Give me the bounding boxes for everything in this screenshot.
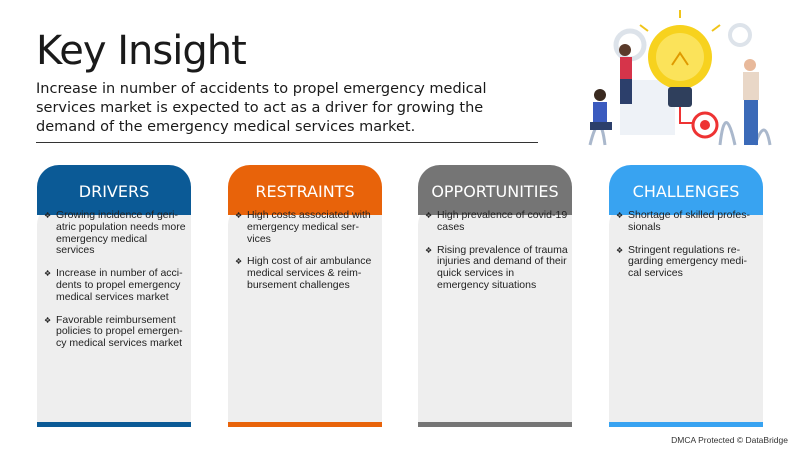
card-opportunities: OPPORTUNITIES ❖ High prevalence of covid-…: [418, 165, 572, 427]
list-item: ❖ High prevalence of covid-19 cases: [425, 209, 568, 234]
card-bottom-bar: [418, 422, 572, 427]
card-header: DRIVERS: [37, 165, 191, 215]
card-body: [418, 203, 572, 423]
card-body: [609, 203, 763, 423]
diamond-bullet-icon: ❖: [235, 257, 243, 267]
card-header: CHALLENGES: [609, 165, 763, 215]
diamond-bullet-icon: ❖: [235, 211, 243, 220]
card-items: ❖ High prevalence of covid-19 cases ❖ Risin…: [425, 209, 568, 303]
item-text: Growing incidence of geri-atric populati…: [56, 209, 186, 257]
item-text: Favorable reimbursement policies to prop…: [56, 313, 183, 350]
item-text: Stringent regulations re-garding emergen…: [628, 243, 748, 280]
list-item: ❖ Favorable reimbursement policies to pro…: [44, 313, 187, 350]
card-body: [37, 203, 191, 423]
diamond-bullet-icon: ❖: [44, 315, 52, 325]
card-challenges: CHALLENGES ❖ Shortage of skilled profes-s…: [609, 165, 763, 427]
diamond-bullet-icon: ❖: [425, 211, 433, 220]
card-body: [228, 203, 382, 423]
lightbulb-illustration: [588, 10, 772, 146]
item-text: Shortage of skilled profes-sionals: [628, 209, 750, 233]
card-drivers: DRIVERS ❖ Growing incidence of geri-atric…: [37, 165, 191, 427]
card-items: ❖ High costs associated with emergency me…: [235, 209, 378, 303]
diamond-bullet-icon: ❖: [425, 245, 433, 255]
divider: [36, 142, 538, 143]
diamond-bullet-icon: ❖: [44, 211, 52, 220]
card-bottom-bar: [228, 422, 382, 427]
footer-copyright: DMCA Protected © DataBridge: [671, 435, 788, 445]
item-text: Rising prevalence of trauma injuries and…: [437, 243, 568, 291]
card-items: ❖ Shortage of skilled profes-sionals ❖ Stri…: [616, 209, 759, 291]
list-item: ❖ Shortage of skilled profes-sionals: [616, 209, 759, 234]
list-item: ❖ Rising prevalence of trauma injuries an…: [425, 243, 568, 292]
subtitle: Increase in number of accidents to prope…: [36, 81, 487, 135]
item-text: High costs associated with emergency med…: [247, 209, 371, 245]
list-item: ❖ Increase in number of acci-dents to pro…: [44, 267, 187, 303]
page-title: Key Insight: [36, 28, 247, 74]
list-item: ❖ Stringent regulations re-garding emerge…: [616, 243, 759, 280]
diamond-bullet-icon: ❖: [44, 269, 52, 279]
list-item: ❖ High costs associated with emergency me…: [235, 209, 378, 245]
card-header: OPPORTUNITIES: [418, 165, 572, 215]
list-item: ❖ High cost of air ambulance medical serv…: [235, 255, 378, 291]
item-text: High cost of air ambulance medical servi…: [247, 255, 372, 291]
item-text: High prevalence of covid-19 cases: [437, 209, 568, 233]
diamond-bullet-icon: ❖: [616, 211, 624, 220]
card-bottom-bar: [609, 422, 763, 427]
card-bottom-bar: [37, 422, 191, 427]
list-item: ❖ Growing incidence of geri-atric populat…: [44, 209, 187, 257]
card-header: RESTRAINTS: [228, 165, 382, 215]
diamond-bullet-icon: ❖: [616, 245, 624, 255]
card-items: ❖ Growing incidence of geri-atric populat…: [44, 209, 187, 361]
card-restraints: RESTRAINTS ❖ High costs associated with e…: [228, 165, 382, 427]
item-text: Increase in number of acci-dents to prop…: [56, 267, 183, 303]
